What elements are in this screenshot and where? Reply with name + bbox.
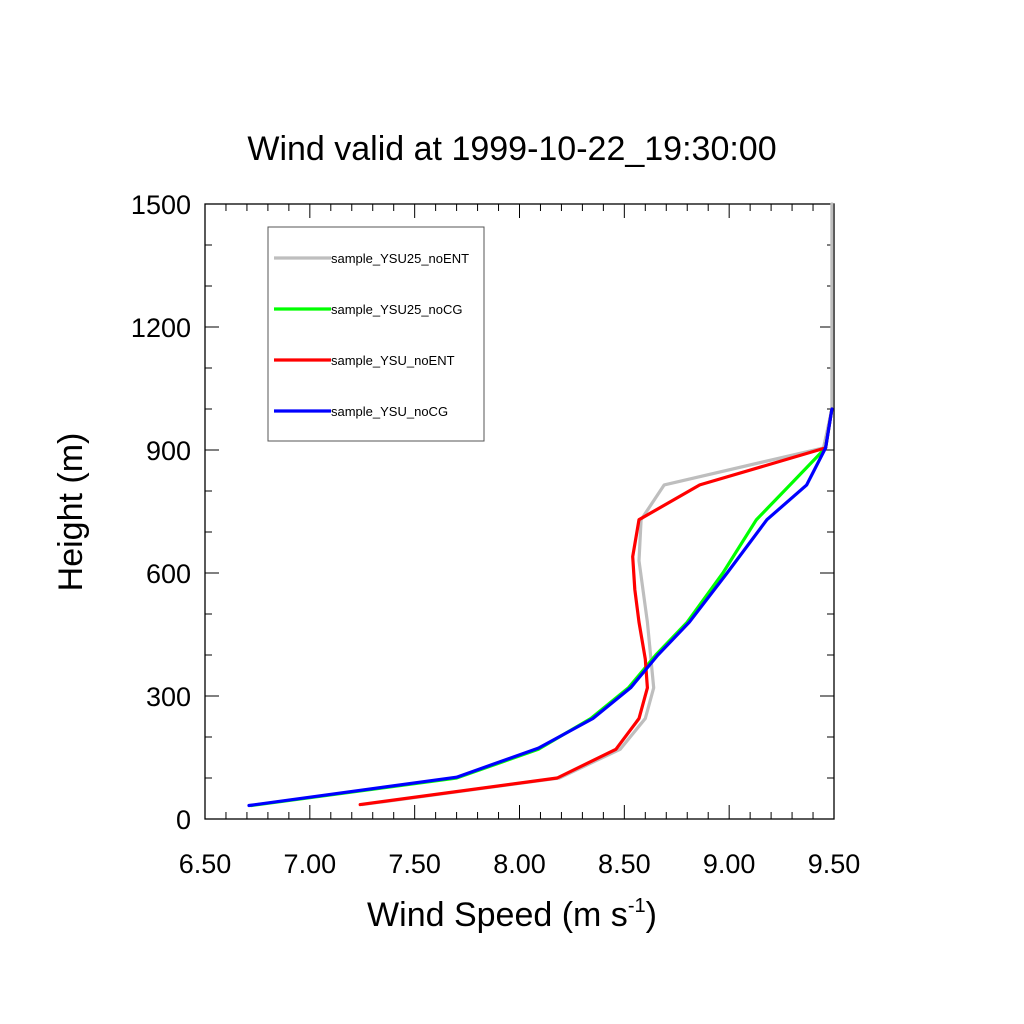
y-tick-label: 1200 [131,313,191,343]
legend-label: sample_YSU_noCG [331,404,448,419]
y-tick-label: 300 [146,682,191,712]
x-tick-label: 9.50 [808,849,861,879]
x-tick-label: 8.00 [493,849,546,879]
series-line-sample_YSU_noENT [358,407,834,807]
x-tick-label: 7.00 [284,849,337,879]
x-axis-label: Wind Speed (m s-1) [367,895,657,934]
series-line-sample_YSU_noCG [247,407,834,808]
legend-label: sample_YSU_noENT [331,353,455,368]
legend: sample_YSU25_noENT sample_YSU25_noCGsampl… [267,226,485,442]
x-axis-label-main: Wind Speed (m s [367,896,628,934]
chart-title: Wind valid at 1999-10-22_19:30:00 [247,130,776,168]
x-tick-label: 9.00 [703,849,756,879]
x-axis-label-superscript: -1 [628,895,646,917]
y-axis-label: Height (m) [52,433,90,592]
y-tick-label: 1500 [131,190,191,220]
legend-box [267,226,485,442]
x-tick-label: 8.50 [598,849,651,879]
y-tick-label: 600 [146,559,191,589]
plot-area: 6.50 7.00 7.50 8.00 8.50 9.00 9.50 0 300 600 900 12… [131,190,860,879]
y-tick-label: 900 [146,436,191,466]
x-tick-label: 6.50 [179,849,232,879]
y-tick-label: 0 [176,805,191,835]
legend-label: sample_YSU25_noENT [331,251,469,266]
x-tick-label: 7.50 [388,849,441,879]
x-axis-label-end: ) [646,896,657,934]
legend-label: sample_YSU25_noCG [331,302,463,317]
